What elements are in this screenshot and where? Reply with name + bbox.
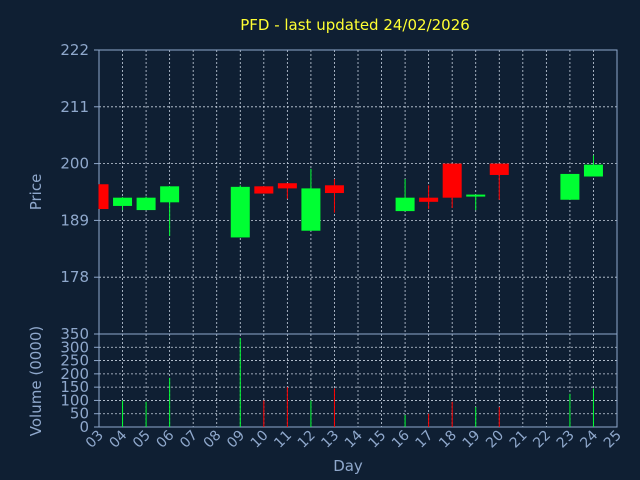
price-tick-label: 222	[60, 41, 89, 59]
candle-body	[254, 186, 274, 194]
candle	[466, 194, 486, 211]
price-tick-label: 189	[60, 211, 89, 229]
x-axis-label: Day	[333, 457, 363, 475]
volume-tick-label: 200	[60, 365, 89, 383]
candle-body	[136, 197, 156, 211]
candle	[583, 155, 603, 177]
x-tick-label: 05	[130, 428, 154, 452]
candle-body	[395, 197, 415, 212]
x-tick-label: 07	[177, 428, 201, 452]
x-tick-label: 17	[413, 428, 437, 452]
price-panel: 222 211 200 189 178	[60, 41, 618, 335]
x-axis: 03 04 05 06 07 08 09 10 11 12 13 14 15 16 17 18 19 20 21 22…	[83, 427, 625, 451]
candle	[419, 185, 439, 210]
volume-tick-label: 300	[60, 338, 89, 356]
candle	[324, 179, 344, 213]
candle	[98, 184, 109, 210]
x-tick-label: 16	[389, 427, 413, 451]
candle-body	[442, 163, 462, 198]
candle-body	[99, 184, 109, 210]
x-tick-label: 19	[460, 428, 484, 452]
x-tick-label: 23	[554, 428, 578, 452]
x-tick-label: 20	[483, 428, 507, 452]
volume-frame	[98, 333, 618, 428]
candle-body	[230, 186, 250, 238]
candle-body	[301, 188, 321, 231]
volume-axis-label: Volume (0000)	[27, 326, 45, 436]
volume-tick-label: 50	[70, 405, 89, 423]
candle-body	[583, 164, 603, 177]
x-tick-label: 09	[224, 428, 248, 452]
price-tick-label: 200	[60, 155, 89, 173]
x-tick-label: 11	[271, 428, 295, 452]
volume-tick-label: 150	[60, 378, 89, 396]
price-tick-label: 178	[60, 268, 89, 286]
x-tick-label: 04	[106, 427, 130, 451]
volume-tick-label: 350	[60, 325, 89, 343]
candle-body	[160, 186, 180, 203]
x-tick-label: 08	[201, 428, 225, 452]
candle	[254, 186, 274, 194]
x-tick-label: 24	[577, 427, 601, 451]
candle	[301, 168, 321, 231]
x-tick-label: 12	[295, 428, 319, 452]
x-tick-label: 25	[601, 428, 625, 452]
price-axis-label: Price	[27, 174, 45, 211]
candle	[160, 186, 180, 236]
x-tick-label: 06	[154, 427, 178, 451]
candle-body	[489, 163, 509, 175]
x-tick-label: 18	[436, 428, 460, 452]
x-tick-label: 13	[318, 428, 342, 452]
candle	[395, 179, 415, 212]
candle	[230, 185, 250, 238]
candle	[113, 197, 133, 211]
volume-tick-label: 100	[60, 391, 89, 409]
candle-body	[419, 197, 439, 202]
candle-body	[560, 173, 580, 200]
candle	[277, 183, 297, 199]
x-tick-label: 10	[248, 428, 272, 452]
candle	[442, 163, 462, 209]
candle-body	[113, 197, 133, 206]
candle-body	[466, 194, 486, 197]
x-tick-label: 14	[342, 427, 366, 451]
x-tick-label: 21	[507, 428, 531, 452]
price-tick-label: 211	[60, 98, 89, 116]
volume-tick-label: 0	[79, 418, 89, 436]
candle	[560, 173, 580, 200]
candle-body	[277, 183, 297, 189]
candle-body	[324, 185, 344, 194]
candle	[489, 163, 509, 200]
x-tick-label: 15	[365, 428, 389, 452]
candle	[136, 196, 156, 211]
chart-title: PFD - last updated 24/02/2026	[240, 16, 470, 34]
volume-tick-label: 250	[60, 352, 89, 370]
x-tick-label: 22	[530, 428, 554, 452]
